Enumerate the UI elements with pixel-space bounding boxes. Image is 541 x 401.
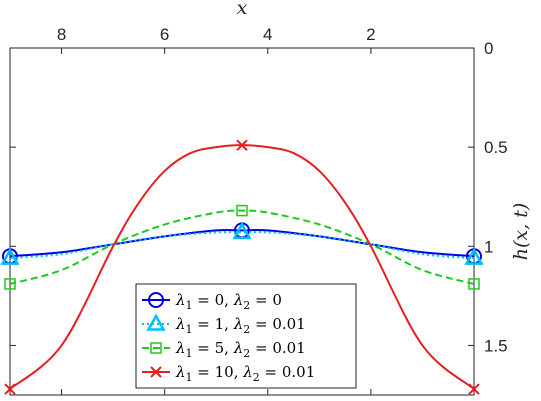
series-3 xyxy=(10,209,474,285)
legend-entry: λ1 = 1, λ2 = 0.01 xyxy=(142,313,306,336)
legend: λ1 = 0, λ2 = 0 λ1 = 1, λ2 = 0.01 λ1 = 5, λ… xyxy=(135,283,357,389)
data-point xyxy=(232,221,252,240)
data-point xyxy=(468,383,480,395)
x-tick-label: 2 xyxy=(366,25,375,44)
legend-marker xyxy=(148,292,164,308)
x-tick-label: 6 xyxy=(160,25,169,44)
legend-box xyxy=(135,283,357,389)
series-line-1 xyxy=(10,228,474,258)
x-tick-label: 4 xyxy=(263,25,272,44)
legend-entry: λ1 = 5, λ2 = 0.01 xyxy=(142,339,306,360)
y-tick-label: 1 xyxy=(484,237,493,256)
axes-box xyxy=(9,47,475,396)
x-axis-label: x xyxy=(237,0,248,19)
legend-marker xyxy=(150,366,162,378)
data-point xyxy=(468,278,480,290)
legend-label: λ1 = 1, λ2 = 0.01 xyxy=(175,315,306,336)
y-tick-label: 0.5 xyxy=(484,138,508,157)
legend-label: λ1 = 0, λ2 = 0 xyxy=(175,291,282,312)
axis-ticks xyxy=(10,47,474,395)
series-markers-3 xyxy=(4,204,480,290)
series-layer xyxy=(0,139,484,395)
series-1 xyxy=(10,228,474,258)
data-point xyxy=(464,247,484,265)
series-markers-1 xyxy=(2,222,482,265)
tick-labels: 8 6 4 2 0 0.5 1 1.5 xyxy=(57,25,508,355)
legend-entry: λ1 = 10, λ2 = 0.01 xyxy=(142,363,315,384)
series-2 xyxy=(10,231,474,260)
legend-label: λ1 = 5, λ2 = 0.01 xyxy=(175,339,306,360)
data-point xyxy=(236,204,248,217)
legend-marker xyxy=(146,313,166,331)
x-tick-label: 8 xyxy=(57,25,66,44)
series-markers-4 xyxy=(4,139,480,395)
plot-area-frame xyxy=(9,47,475,396)
y-axis-label: h(x, t) xyxy=(510,203,532,261)
y-tick-label: 1.5 xyxy=(484,336,508,355)
series-line-3 xyxy=(10,209,474,285)
legend-marker xyxy=(150,342,162,354)
legend-label: λ1 = 10, λ2 = 0.01 xyxy=(175,363,315,384)
y-tick-label: 0 xyxy=(484,39,493,58)
data-point xyxy=(0,247,20,265)
data-point xyxy=(236,139,248,151)
data-point xyxy=(4,278,16,290)
series-line-2 xyxy=(10,231,474,260)
data-point xyxy=(4,383,16,395)
legend-entry: λ1 = 0, λ2 = 0 xyxy=(142,291,282,312)
series-markers-2 xyxy=(0,221,484,265)
